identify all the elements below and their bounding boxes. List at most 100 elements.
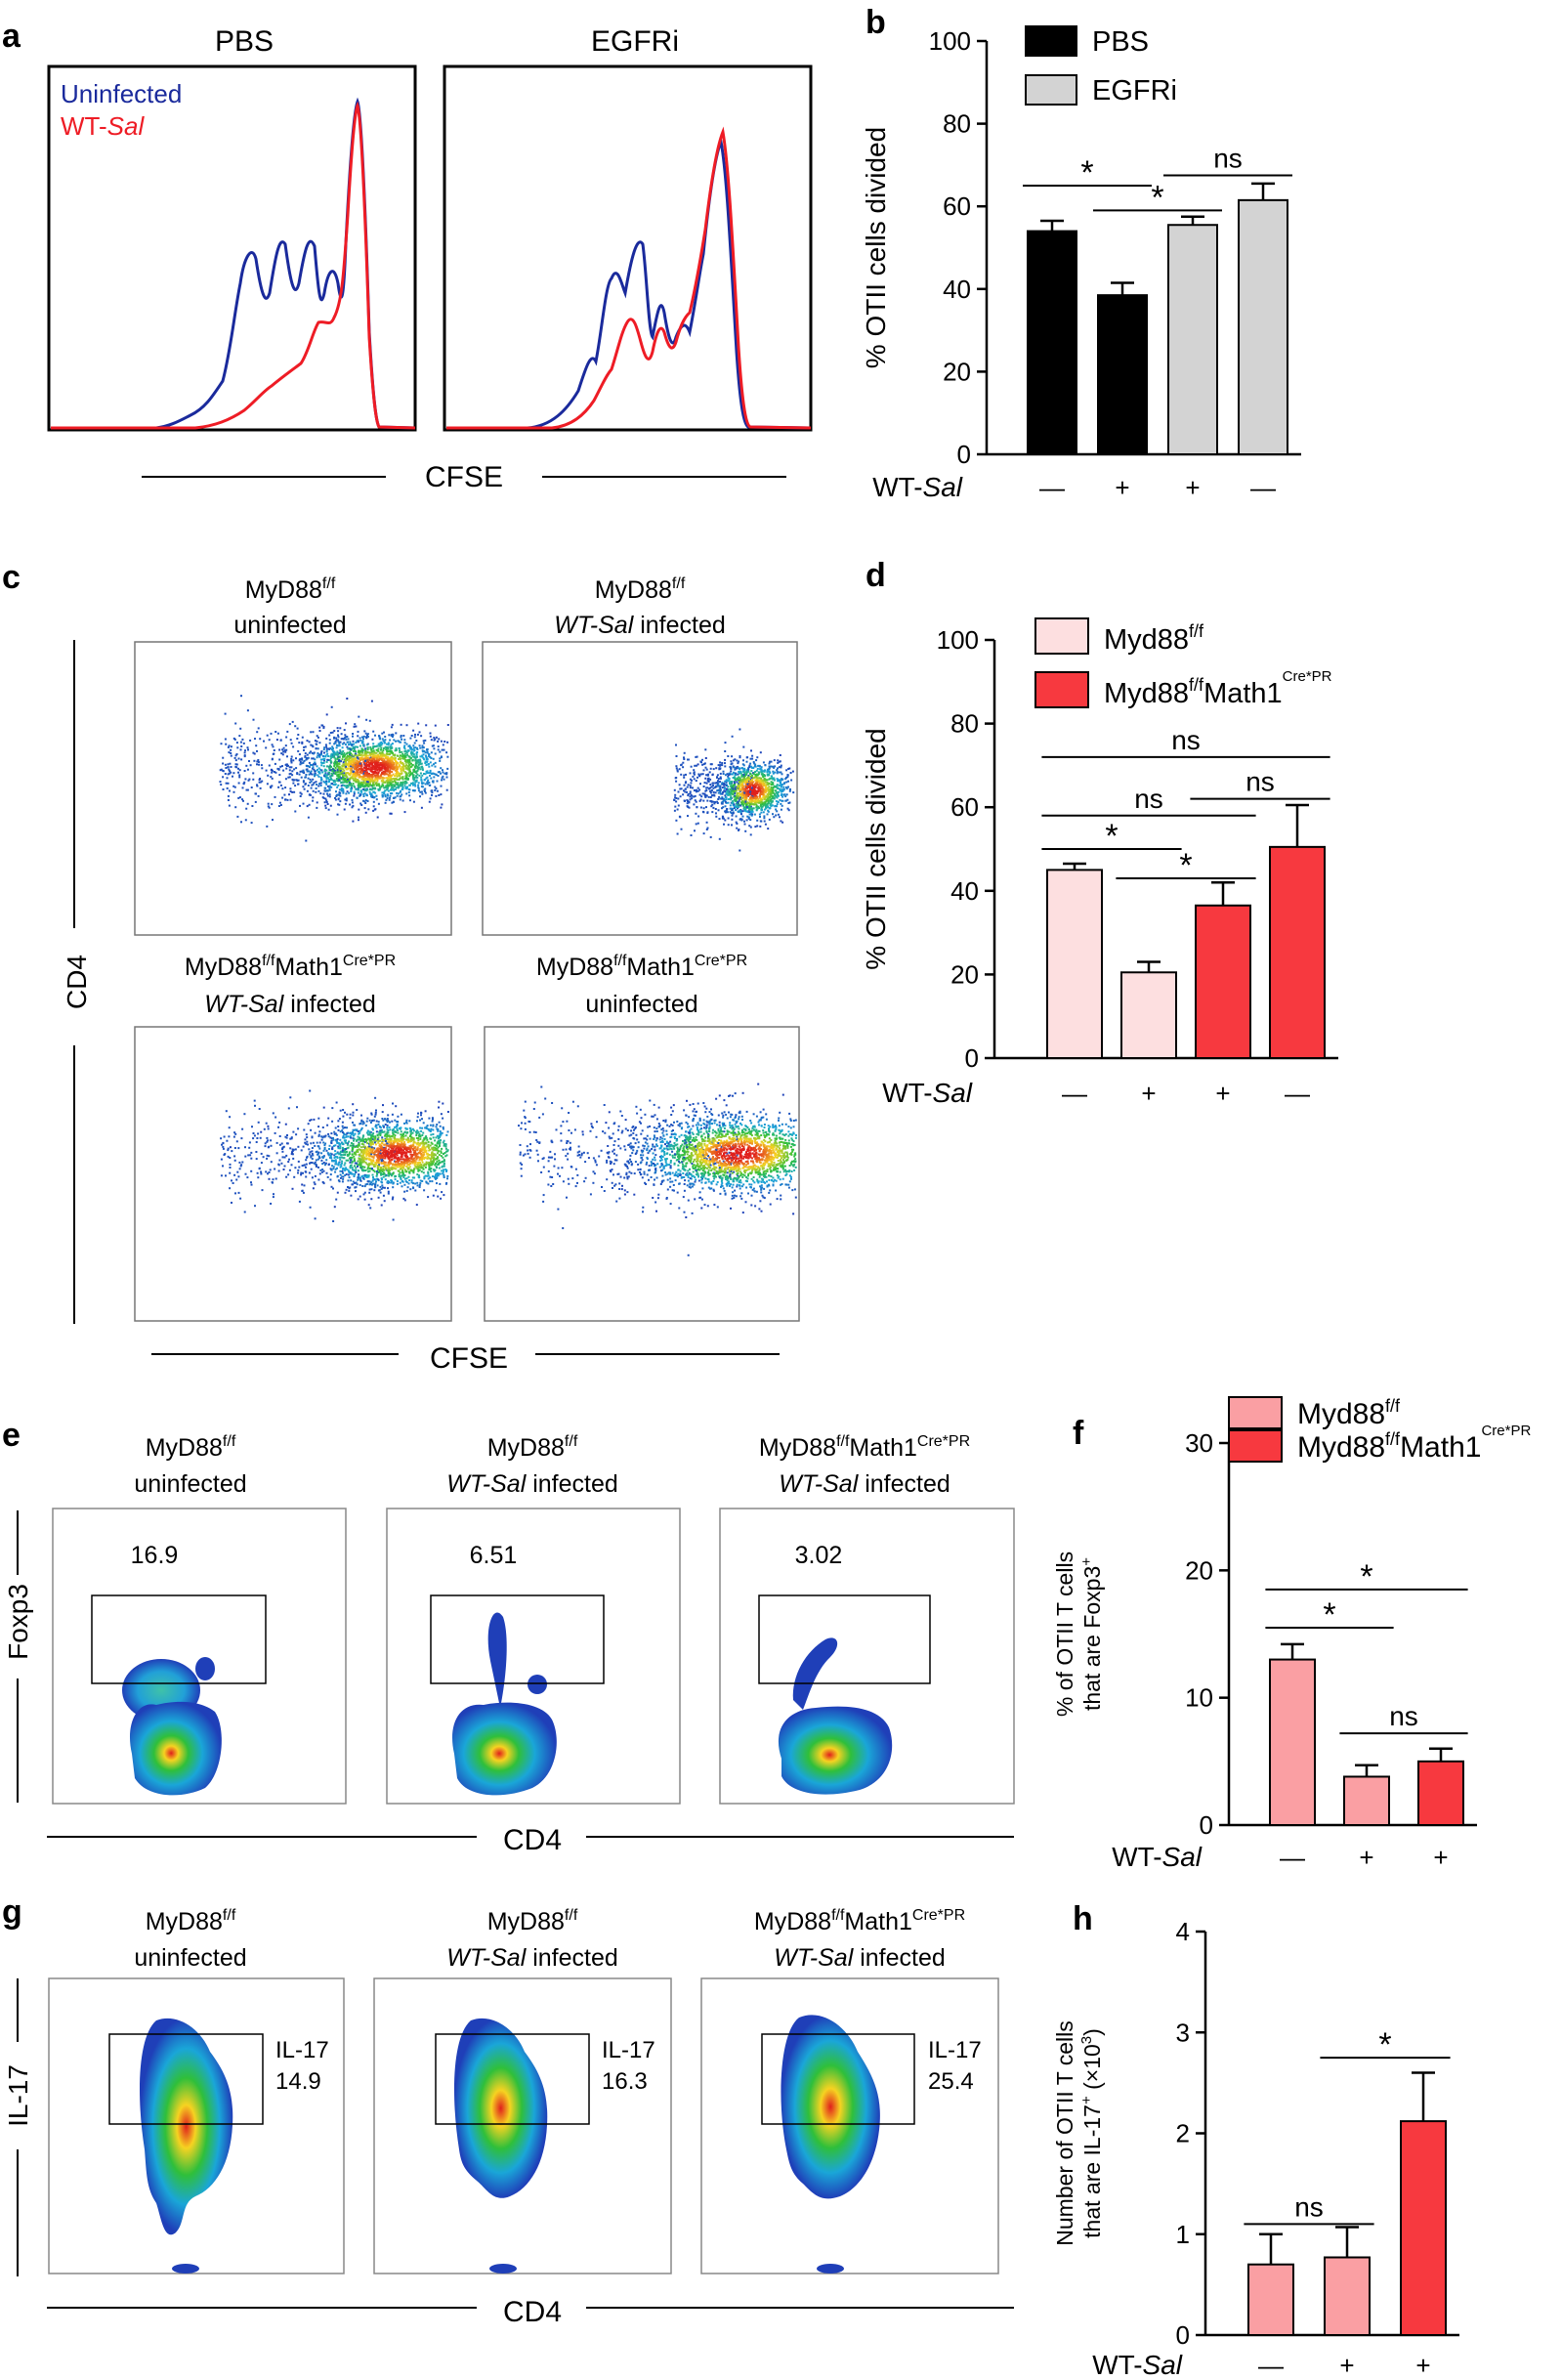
cell-event	[333, 755, 335, 758]
cell-event	[401, 1170, 404, 1173]
cell-event	[372, 1178, 375, 1181]
cell-event	[419, 755, 422, 758]
cell-event	[756, 825, 759, 828]
cell-event	[418, 774, 421, 777]
cell-event	[338, 788, 341, 791]
cell-event	[792, 791, 795, 794]
cell-event	[344, 1169, 347, 1171]
cell-event	[697, 815, 700, 818]
cell-event	[384, 795, 387, 798]
cell-event	[401, 793, 403, 796]
cell-event	[391, 751, 394, 754]
cell-event	[727, 790, 730, 793]
cell-event	[329, 777, 332, 780]
cell-event	[271, 758, 274, 761]
cell-event	[697, 773, 700, 776]
cell-event	[711, 774, 714, 777]
cell-event	[338, 759, 341, 761]
cell-event	[387, 1192, 390, 1195]
cell-event	[294, 810, 297, 813]
cell-event	[358, 715, 360, 718]
x-row-label-d: WT-Sal	[882, 1078, 973, 1108]
cell-event	[409, 799, 411, 802]
cell-event	[365, 757, 368, 760]
cell-event	[771, 800, 774, 803]
cell-event	[380, 755, 383, 758]
cell-event	[745, 795, 748, 798]
x-category-label-d: +	[1141, 1079, 1156, 1108]
cell-event	[427, 1140, 430, 1143]
cell-event	[702, 769, 705, 772]
cell-event	[417, 782, 420, 785]
cell-event	[755, 808, 758, 811]
cell-event	[705, 786, 708, 789]
cell-event	[411, 1176, 414, 1179]
cell-event	[219, 781, 222, 784]
cell-event	[341, 1125, 344, 1127]
x-category-label-b: —	[1039, 473, 1065, 502]
cell-event	[766, 782, 769, 784]
cell-event	[731, 824, 733, 827]
cell-event	[422, 753, 425, 756]
cell-event	[341, 753, 344, 755]
cell-event	[291, 770, 294, 773]
cell-event	[406, 767, 409, 770]
cell-event	[759, 792, 762, 795]
cell-event	[326, 1124, 329, 1126]
cell-event	[776, 810, 779, 813]
cell-event	[417, 784, 420, 786]
cell-event	[254, 738, 256, 741]
cell-event	[685, 773, 687, 776]
cell-event	[297, 779, 300, 782]
cell-event	[446, 755, 449, 758]
cell-event	[346, 776, 349, 779]
cell-event	[329, 1152, 332, 1155]
cell-event	[743, 823, 746, 826]
cell-event	[267, 802, 270, 805]
cell-event	[304, 783, 307, 786]
cell-event	[294, 785, 297, 787]
cell-event	[323, 768, 326, 771]
cell-event	[384, 754, 387, 757]
cell-event	[327, 755, 330, 757]
cell-event	[762, 770, 765, 773]
cell-event	[413, 766, 416, 768]
legend-label-text: EGFRi	[1092, 75, 1177, 106]
cell-event	[435, 1177, 437, 1180]
cell-event	[739, 777, 741, 780]
cell-event	[337, 798, 340, 801]
cell-event	[722, 773, 725, 775]
cell-event	[388, 785, 391, 787]
cell-event	[305, 839, 308, 842]
cell-event	[754, 826, 757, 829]
cell-event	[777, 793, 780, 796]
cell-event	[756, 777, 759, 780]
bar-d	[1195, 904, 1251, 1060]
cell-event	[732, 784, 735, 786]
cell-event	[748, 825, 751, 828]
cell-event	[271, 803, 274, 806]
cell-event	[729, 811, 732, 814]
cell-event	[311, 773, 314, 776]
cell-event	[307, 756, 310, 759]
cell-event	[314, 740, 317, 743]
cell-event	[268, 739, 271, 742]
cell-event	[427, 779, 430, 782]
cell-event	[271, 785, 274, 787]
cell-event	[288, 773, 291, 776]
cell-event	[762, 811, 765, 814]
cell-event	[298, 753, 301, 756]
cell-event	[430, 777, 433, 780]
cell-event	[733, 807, 736, 809]
cell-event	[403, 782, 406, 785]
cell-event	[370, 778, 373, 781]
cell-event	[370, 1155, 373, 1158]
cell-event	[789, 772, 792, 774]
cell-event	[394, 769, 397, 772]
cell-event	[411, 789, 414, 792]
cell-event	[420, 762, 423, 765]
cell-event	[689, 795, 692, 798]
cell-event	[326, 765, 329, 768]
cell-event	[410, 748, 413, 751]
cell-event	[725, 788, 728, 791]
